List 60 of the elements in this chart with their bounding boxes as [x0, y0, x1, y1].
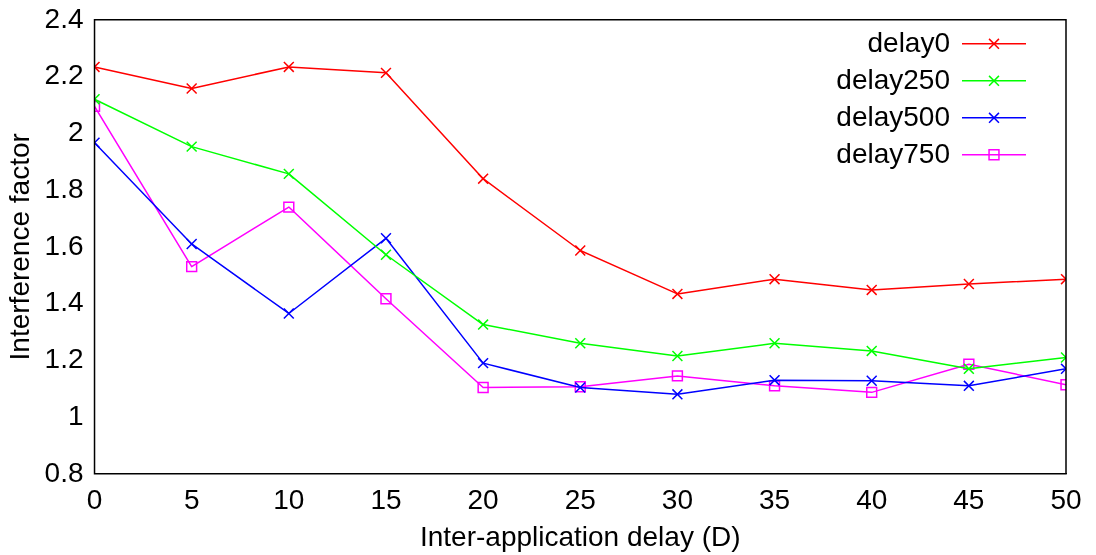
x-tick-label: 40 [856, 484, 888, 516]
x-tick-label: 15 [370, 484, 402, 516]
x-tick-label: 10 [273, 484, 305, 516]
point [768, 374, 781, 386]
y-tick-label: 2.4 [44, 2, 84, 34]
point [768, 273, 781, 285]
point [477, 318, 489, 331]
point [866, 375, 878, 387]
y-tick-label: 1.4 [44, 286, 84, 318]
point [185, 238, 198, 250]
x-tick-label: 25 [564, 484, 596, 516]
point [963, 278, 975, 290]
y-tick-label: 1.6 [44, 229, 84, 261]
x-tick-label: 30 [661, 484, 693, 516]
x-tick-label: 45 [953, 484, 985, 516]
y-tick-label: 1 [67, 399, 84, 431]
point [477, 357, 489, 369]
point [963, 363, 975, 375]
point [574, 244, 586, 257]
x-tick-label: 35 [758, 484, 791, 516]
x-tick-label: 50 [1050, 484, 1082, 516]
y-tick-label: 2.2 [44, 59, 84, 91]
y-tick-label: 1.8 [44, 172, 84, 204]
legend-label: delay0 [867, 26, 950, 58]
point [768, 380, 781, 392]
legend-label: delay250 [836, 63, 950, 95]
point [283, 168, 295, 180]
point [185, 140, 198, 153]
y-tick-label: 2 [67, 116, 84, 148]
point [866, 386, 878, 399]
point [283, 61, 295, 73]
point [283, 307, 295, 320]
point [185, 260, 198, 273]
point [671, 388, 684, 401]
point [574, 337, 586, 349]
y-tick-label: 1.2 [44, 343, 84, 375]
point [477, 381, 489, 394]
x-tick-label: 5 [183, 484, 200, 516]
point [380, 232, 392, 244]
point [671, 288, 684, 300]
point [283, 201, 295, 213]
legend-label: delay500 [836, 100, 950, 132]
point [768, 337, 781, 349]
y-tick-label: 0.8 [44, 456, 84, 488]
point [380, 67, 392, 79]
y-axis-title: Interference factor [3, 133, 35, 361]
point [185, 82, 198, 95]
x-tick-label: 0 [86, 484, 103, 516]
point [866, 284, 878, 296]
x-axis-title: Inter-application delay (D) [419, 520, 741, 552]
point [963, 380, 975, 392]
x-tick-label: 20 [467, 484, 499, 516]
point [671, 350, 684, 362]
legend-label: delay750 [836, 137, 950, 169]
point [671, 370, 684, 382]
point [380, 293, 392, 305]
point [866, 345, 878, 357]
point [963, 358, 975, 370]
point [380, 249, 392, 261]
point [477, 173, 489, 185]
